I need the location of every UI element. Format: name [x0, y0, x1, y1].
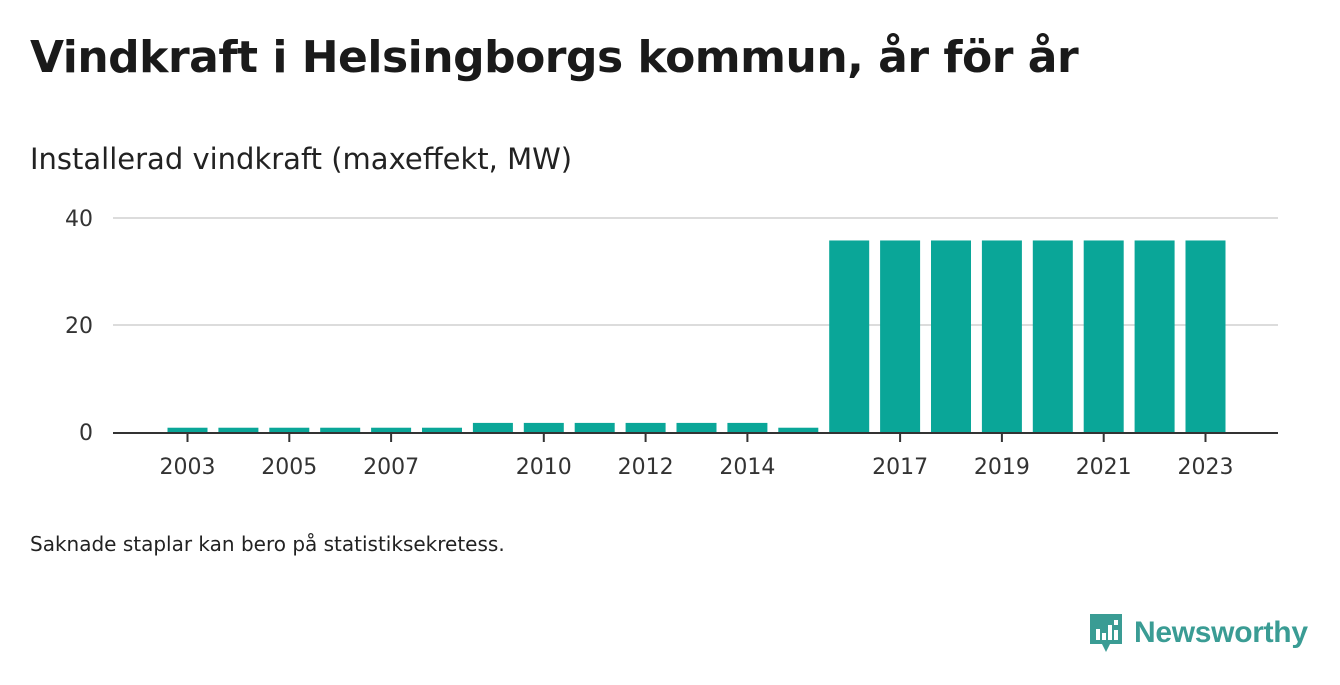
x-axis-ticks: 2003 2005 2007 2010 2012 2014 2017 2019 2021 2023 [160, 433, 1234, 480]
x-tick-label: 2014 [719, 455, 775, 480]
y-tick-label: 20 [65, 314, 93, 339]
chart-title: Vindkraft i Helsingborgs kommun, år för … [30, 32, 1079, 83]
x-tick-label: 2021 [1076, 455, 1132, 480]
bar-2022 [1134, 240, 1175, 432]
bar-2018 [931, 240, 971, 432]
footnote: Saknade staplar kan bero på statistiksek… [30, 532, 505, 556]
x-tick-label: 2005 [261, 455, 317, 480]
bar-2008 [422, 427, 462, 432]
newsworthy-logo-icon [1090, 614, 1122, 652]
x-tick-label: 2003 [160, 455, 216, 480]
newsworthy-brand: Newsworthy [1088, 612, 1308, 654]
bar-2019 [981, 240, 1022, 432]
x-tick-label: 2012 [618, 455, 674, 480]
x-tick-label: 2023 [1178, 455, 1234, 480]
bar-2016 [829, 240, 870, 432]
bar-2020 [1032, 240, 1073, 432]
bar-2003 [167, 427, 208, 432]
x-tick-label: 2019 [974, 455, 1030, 480]
bar-2014 [727, 422, 768, 432]
chart-subtitle: Installerad vindkraft (maxeffekt, MW) [30, 142, 573, 176]
bar-2007 [371, 427, 412, 432]
y-axis-ticks: 0 20 40 [65, 207, 93, 446]
bar-2009 [472, 422, 513, 432]
x-tick-label: 2007 [363, 455, 419, 480]
x-tick-label: 2010 [516, 455, 572, 480]
brand-name: Newsworthy [1134, 616, 1308, 649]
bars [167, 240, 1226, 432]
bar-2011 [574, 422, 615, 432]
bar-2012 [625, 422, 666, 432]
x-tick-label: 2017 [872, 455, 928, 480]
bar-2010 [523, 422, 564, 432]
bar-2006 [320, 427, 361, 432]
bar-2005 [269, 427, 310, 432]
y-tick-label: 40 [65, 207, 93, 232]
y-tick-label: 0 [79, 421, 93, 446]
bar-2004 [218, 427, 259, 432]
bar-2023 [1185, 240, 1226, 432]
bar-2021 [1083, 240, 1124, 432]
bar-2013 [676, 422, 717, 432]
bar-2017 [880, 240, 921, 432]
bar-2015 [778, 427, 819, 432]
